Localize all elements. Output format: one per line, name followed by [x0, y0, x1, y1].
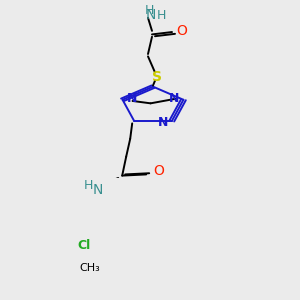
- Text: N: N: [93, 183, 104, 197]
- Text: N: N: [146, 8, 156, 22]
- Text: H: H: [144, 4, 154, 17]
- Text: H: H: [83, 178, 93, 192]
- Text: N: N: [126, 92, 137, 105]
- Text: H: H: [156, 9, 166, 22]
- Text: N: N: [158, 116, 168, 129]
- Text: S: S: [152, 70, 162, 84]
- Text: Cl: Cl: [77, 238, 90, 251]
- Text: N: N: [169, 92, 180, 105]
- Text: O: O: [153, 164, 164, 178]
- Text: O: O: [177, 24, 188, 38]
- Text: CH₃: CH₃: [80, 263, 101, 273]
